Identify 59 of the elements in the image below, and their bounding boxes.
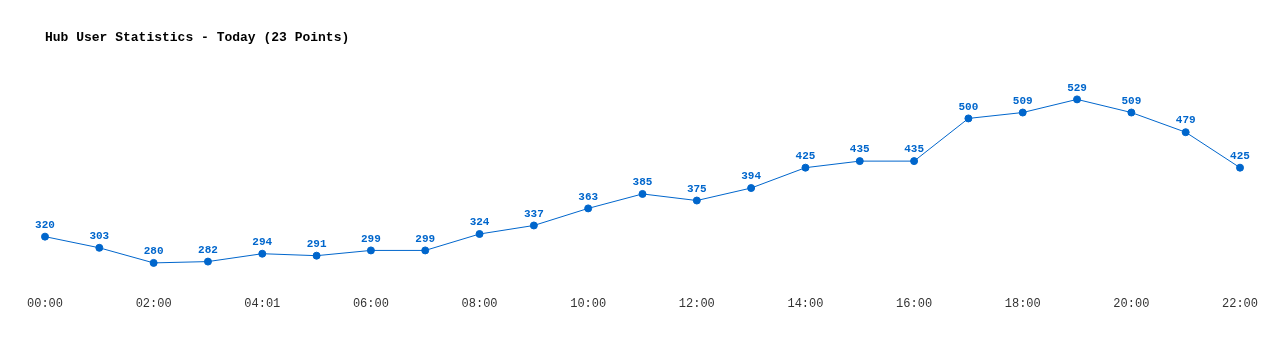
data-label: 435 bbox=[849, 143, 871, 156]
data-label: 500 bbox=[958, 100, 979, 113]
x-tick-label: 20:00 bbox=[1113, 296, 1150, 311]
point bbox=[312, 251, 321, 260]
point bbox=[910, 157, 919, 166]
point bbox=[1018, 108, 1027, 117]
data-label: 299 bbox=[415, 232, 436, 245]
x-tick-label: 04:01 bbox=[244, 296, 281, 311]
x-tick-label: 08:00 bbox=[461, 296, 498, 311]
point bbox=[475, 230, 484, 239]
x-tick-label: 02:00 bbox=[135, 296, 172, 311]
data-label: 291 bbox=[306, 237, 327, 250]
point bbox=[584, 204, 593, 213]
data-label: 509 bbox=[1012, 94, 1033, 107]
data-label: 294 bbox=[252, 235, 273, 248]
data-label: 425 bbox=[795, 149, 816, 162]
point bbox=[529, 221, 538, 230]
data-label: 385 bbox=[632, 176, 653, 189]
point bbox=[258, 249, 267, 258]
point bbox=[421, 246, 430, 255]
x-tick-label: 18:00 bbox=[1004, 296, 1041, 311]
point bbox=[95, 243, 104, 252]
point bbox=[1181, 128, 1190, 137]
x-tick-label: 14:00 bbox=[787, 296, 824, 311]
x-tick-label: 00:00 bbox=[26, 296, 64, 311]
data-label: 280 bbox=[143, 245, 164, 258]
point bbox=[149, 258, 158, 267]
point bbox=[366, 246, 375, 255]
point bbox=[1073, 95, 1082, 104]
point bbox=[1236, 163, 1244, 172]
point bbox=[801, 163, 810, 172]
x-tick-label: 06:00 bbox=[352, 296, 389, 311]
data-label: 282 bbox=[198, 243, 218, 256]
data-label: 375 bbox=[686, 182, 708, 195]
point bbox=[747, 184, 756, 193]
data-label: 324 bbox=[469, 216, 490, 229]
point bbox=[41, 232, 49, 241]
x-tick-label: 12:00 bbox=[678, 296, 715, 311]
data-label: 509 bbox=[1121, 94, 1142, 107]
data-label: 529 bbox=[1067, 81, 1087, 94]
point bbox=[964, 114, 973, 123]
data-label: 337 bbox=[523, 207, 544, 220]
point bbox=[1127, 108, 1136, 117]
data-label: 394 bbox=[741, 170, 762, 183]
point bbox=[203, 257, 212, 266]
data-label: 363 bbox=[578, 190, 599, 203]
data-label: 435 bbox=[904, 143, 925, 156]
x-tick-label: 16:00 bbox=[896, 296, 933, 311]
data-label: 299 bbox=[361, 232, 381, 245]
data-label: 425 bbox=[1230, 149, 1251, 162]
data-label: 303 bbox=[89, 230, 110, 243]
point bbox=[638, 189, 647, 198]
x-tick-label: 22:00 bbox=[1221, 296, 1259, 311]
point bbox=[855, 157, 864, 166]
point bbox=[692, 196, 701, 205]
chart-title: Hub User Statistics - Today (23 Points) bbox=[45, 30, 350, 46]
data-label: 479 bbox=[1175, 114, 1196, 127]
data-label: 320 bbox=[35, 218, 55, 231]
x-tick-label: 10:00 bbox=[570, 296, 607, 311]
